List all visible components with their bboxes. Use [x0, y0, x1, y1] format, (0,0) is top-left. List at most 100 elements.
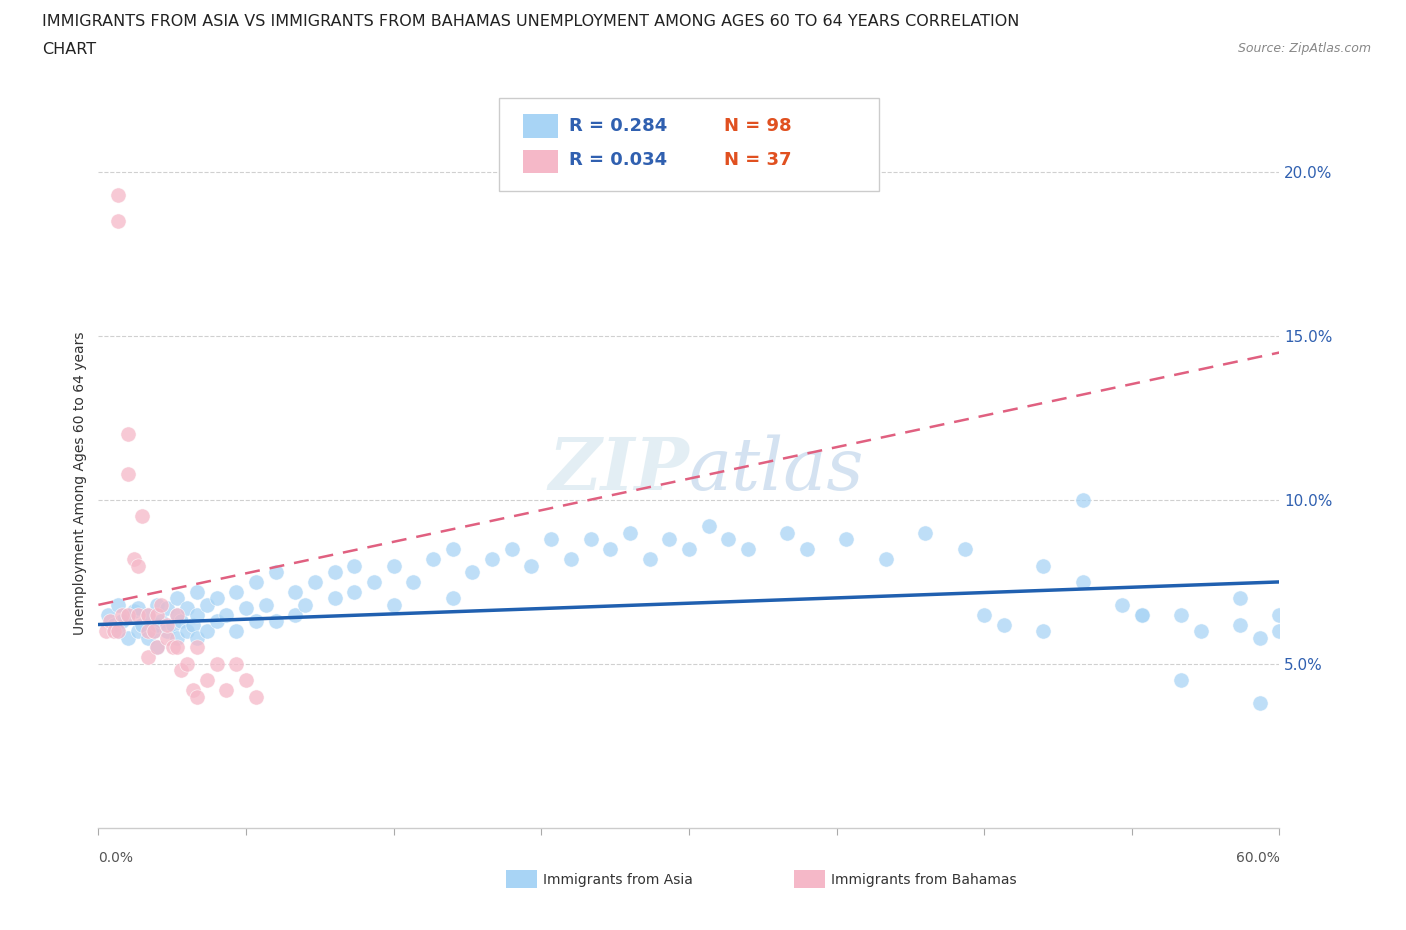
Text: N = 37: N = 37: [724, 151, 792, 169]
Point: [181, 683, 204, 698]
Point: [97, 607, 120, 622]
Text: CHART: CHART: [42, 42, 96, 57]
Point: [107, 188, 129, 203]
Point: [245, 614, 267, 629]
Point: [195, 597, 218, 612]
Point: [619, 525, 641, 540]
Point: [111, 607, 134, 622]
Point: [599, 541, 621, 556]
Point: [875, 551, 897, 566]
Point: [186, 631, 208, 645]
Text: Source: ZipAtlas.com: Source: ZipAtlas.com: [1237, 42, 1371, 55]
Point: [117, 466, 139, 481]
Point: [658, 532, 681, 547]
Point: [195, 624, 218, 639]
Point: [1032, 558, 1054, 573]
Point: [1170, 672, 1192, 687]
Point: [225, 657, 247, 671]
Point: [170, 663, 193, 678]
Text: Immigrants from Asia: Immigrants from Asia: [543, 872, 693, 887]
Point: [215, 607, 238, 622]
Point: [142, 624, 165, 639]
Point: [1229, 591, 1251, 605]
Point: [107, 624, 129, 639]
Point: [540, 532, 562, 547]
Point: [98, 614, 121, 629]
Point: [96, 624, 118, 639]
Point: [150, 614, 173, 629]
Point: [1249, 696, 1271, 711]
Point: [1071, 575, 1094, 590]
Point: [166, 631, 188, 645]
Point: [176, 624, 198, 639]
Point: [363, 575, 385, 590]
Point: [107, 214, 129, 229]
Text: Immigrants from Bahamas: Immigrants from Bahamas: [831, 872, 1017, 887]
Point: [146, 597, 169, 612]
Point: [284, 607, 307, 622]
Point: [195, 672, 218, 687]
Point: [441, 591, 464, 605]
Point: [136, 650, 159, 665]
Point: [264, 565, 287, 579]
Point: [245, 575, 267, 590]
Point: [176, 601, 198, 616]
Point: [973, 607, 995, 622]
Point: [254, 597, 277, 612]
Point: [914, 525, 936, 540]
Point: [162, 618, 184, 632]
Point: [146, 640, 169, 655]
Point: [136, 624, 159, 639]
Point: [737, 541, 759, 556]
Point: [235, 601, 257, 616]
Point: [953, 541, 976, 556]
Point: [103, 618, 125, 632]
Point: [156, 601, 179, 616]
Text: N = 98: N = 98: [724, 116, 792, 135]
Point: [481, 551, 503, 566]
Point: [150, 597, 173, 612]
Point: [146, 607, 169, 622]
Point: [225, 584, 247, 599]
Point: [235, 672, 257, 687]
Point: [127, 624, 149, 639]
Point: [1130, 607, 1153, 622]
Point: [136, 607, 159, 622]
Point: [117, 607, 139, 622]
Point: [225, 624, 247, 639]
Point: [166, 607, 188, 622]
Point: [520, 558, 543, 573]
Point: [156, 618, 179, 632]
Point: [186, 640, 208, 655]
Point: [186, 584, 208, 599]
Point: [205, 591, 228, 605]
Point: [131, 618, 153, 632]
Point: [1249, 631, 1271, 645]
Point: [560, 551, 582, 566]
Point: [186, 607, 208, 622]
Point: [343, 558, 366, 573]
Point: [103, 624, 125, 639]
Text: 60.0%: 60.0%: [1236, 851, 1279, 865]
Point: [117, 607, 139, 622]
Text: 0.0%: 0.0%: [98, 851, 134, 865]
Point: [323, 591, 346, 605]
Point: [136, 631, 159, 645]
Point: [323, 565, 346, 579]
Point: [156, 631, 179, 645]
Point: [156, 624, 179, 639]
Point: [131, 509, 153, 524]
Text: IMMIGRANTS FROM ASIA VS IMMIGRANTS FROM BAHAMAS UNEMPLOYMENT AMONG AGES 60 TO 64: IMMIGRANTS FROM ASIA VS IMMIGRANTS FROM …: [42, 14, 1019, 29]
Point: [146, 618, 169, 632]
Point: [678, 541, 700, 556]
Point: [107, 624, 129, 639]
Point: [638, 551, 661, 566]
Point: [127, 601, 149, 616]
Point: [1130, 607, 1153, 622]
Point: [122, 551, 145, 566]
Point: [162, 640, 184, 655]
Point: [717, 532, 740, 547]
Point: [461, 565, 484, 579]
Point: [107, 597, 129, 612]
Point: [136, 607, 159, 622]
